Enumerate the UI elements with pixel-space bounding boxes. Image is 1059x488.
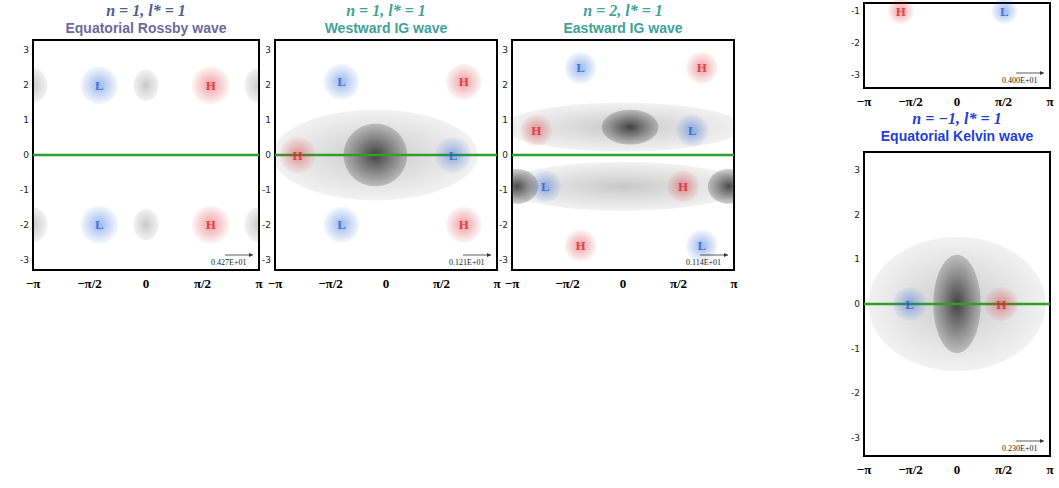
svg-text:3: 3 — [502, 45, 508, 55]
svg-text:L: L — [337, 74, 346, 89]
svg-text:0: 0 — [23, 150, 29, 160]
svg-text:1: 1 — [854, 254, 860, 264]
svg-text:−π: −π — [857, 462, 872, 477]
svg-text:−π/2: −π/2 — [898, 462, 923, 477]
svg-text:-1: -1 — [262, 185, 271, 195]
svg-text:−π: −π — [505, 276, 520, 291]
svg-text:−π/2: −π/2 — [898, 94, 923, 109]
svg-text:L: L — [541, 179, 550, 194]
svg-text:-1: -1 — [499, 185, 508, 195]
svg-text:0: 0 — [143, 276, 150, 291]
svg-text:L: L — [1000, 4, 1009, 19]
svg-text:L: L — [697, 238, 706, 253]
svg-text:-3: -3 — [851, 70, 860, 80]
svg-text:π/2: π/2 — [995, 462, 1012, 477]
svg-text:2: 2 — [265, 80, 271, 90]
svg-text:-3: -3 — [20, 255, 29, 265]
svg-text:−π/2: −π/2 — [318, 276, 343, 291]
svg-text:H: H — [996, 297, 1006, 312]
svg-text:−π: −π — [857, 94, 872, 109]
svg-text:3: 3 — [265, 45, 271, 55]
svg-text:n = 1, l* = 1: n = 1, l* = 1 — [106, 2, 186, 19]
svg-text:L: L — [95, 78, 104, 93]
svg-text:π/2: π/2 — [670, 276, 687, 291]
svg-text:Eastward IG wave: Eastward IG wave — [563, 20, 682, 36]
svg-text:−π/2: −π/2 — [77, 276, 102, 291]
svg-text:1: 1 — [265, 115, 271, 125]
svg-text:-3: -3 — [262, 255, 271, 265]
svg-text:L: L — [95, 217, 104, 232]
svg-text:π/2: π/2 — [995, 94, 1012, 109]
svg-text:π: π — [730, 276, 737, 291]
svg-text:π: π — [1046, 462, 1053, 477]
svg-text:H: H — [531, 123, 541, 138]
svg-text:π/2: π/2 — [194, 276, 211, 291]
svg-text:-2: -2 — [499, 220, 508, 230]
svg-text:0.427E+01: 0.427E+01 — [211, 258, 246, 267]
svg-text:-3: -3 — [851, 433, 860, 443]
svg-text:0.114E+01: 0.114E+01 — [686, 258, 721, 267]
svg-text:-1: -1 — [851, 344, 860, 354]
svg-text:−π: −π — [26, 276, 41, 291]
svg-text:−π: −π — [268, 276, 283, 291]
svg-text:1: 1 — [502, 115, 508, 125]
svg-text:-2: -2 — [851, 38, 860, 48]
svg-text:0: 0 — [954, 94, 961, 109]
svg-text:H: H — [293, 148, 303, 163]
svg-text:0: 0 — [954, 462, 961, 477]
svg-text:Equatorial Kelvin wave: Equatorial Kelvin wave — [881, 128, 1034, 144]
svg-text:0.121E+01: 0.121E+01 — [449, 258, 484, 267]
svg-text:2: 2 — [502, 80, 508, 90]
svg-text:H: H — [206, 217, 216, 232]
svg-text:H: H — [576, 238, 586, 253]
svg-text:π: π — [255, 276, 262, 291]
svg-text:-3: -3 — [499, 255, 508, 265]
svg-text:n = 1, l* = 1: n = 1, l* = 1 — [346, 2, 426, 19]
svg-text:0: 0 — [620, 276, 627, 291]
svg-text:-2: -2 — [851, 388, 860, 398]
svg-text:0.230E+01: 0.230E+01 — [1002, 444, 1037, 453]
svg-text:H: H — [206, 78, 216, 93]
svg-text:H: H — [697, 60, 707, 75]
svg-text:Westward IG wave: Westward IG wave — [325, 20, 448, 36]
svg-text:H: H — [678, 179, 688, 194]
svg-text:L: L — [337, 217, 346, 232]
svg-text:0: 0 — [383, 276, 390, 291]
svg-text:0: 0 — [854, 299, 860, 309]
svg-text:n = 2, l* = 1: n = 2, l* = 1 — [583, 2, 663, 19]
svg-text:0.400E+01: 0.400E+01 — [1002, 76, 1037, 85]
svg-text:H: H — [459, 217, 469, 232]
svg-text:3: 3 — [854, 165, 860, 175]
svg-text:Equatorial Rossby wave: Equatorial Rossby wave — [65, 20, 226, 36]
svg-text:L: L — [449, 148, 458, 163]
svg-text:π/2: π/2 — [433, 276, 450, 291]
svg-text:2: 2 — [854, 210, 860, 220]
svg-text:-1: -1 — [851, 6, 860, 16]
svg-text:3: 3 — [23, 45, 29, 55]
svg-text:L: L — [905, 297, 914, 312]
svg-text:π: π — [1046, 94, 1053, 109]
svg-text:1: 1 — [23, 115, 29, 125]
svg-text:0: 0 — [265, 150, 271, 160]
svg-text:-2: -2 — [262, 220, 271, 230]
svg-text:-2: -2 — [20, 220, 29, 230]
svg-text:n = −1, l* = 1: n = −1, l* = 1 — [912, 110, 1001, 127]
svg-text:L: L — [576, 60, 585, 75]
svg-text:−π/2: −π/2 — [555, 276, 580, 291]
svg-text:L: L — [688, 123, 697, 138]
svg-text:2: 2 — [23, 80, 29, 90]
svg-text:π: π — [493, 276, 500, 291]
svg-text:H: H — [459, 74, 469, 89]
svg-text:H: H — [896, 4, 906, 19]
svg-text:-1: -1 — [20, 185, 29, 195]
svg-text:0: 0 — [502, 150, 508, 160]
